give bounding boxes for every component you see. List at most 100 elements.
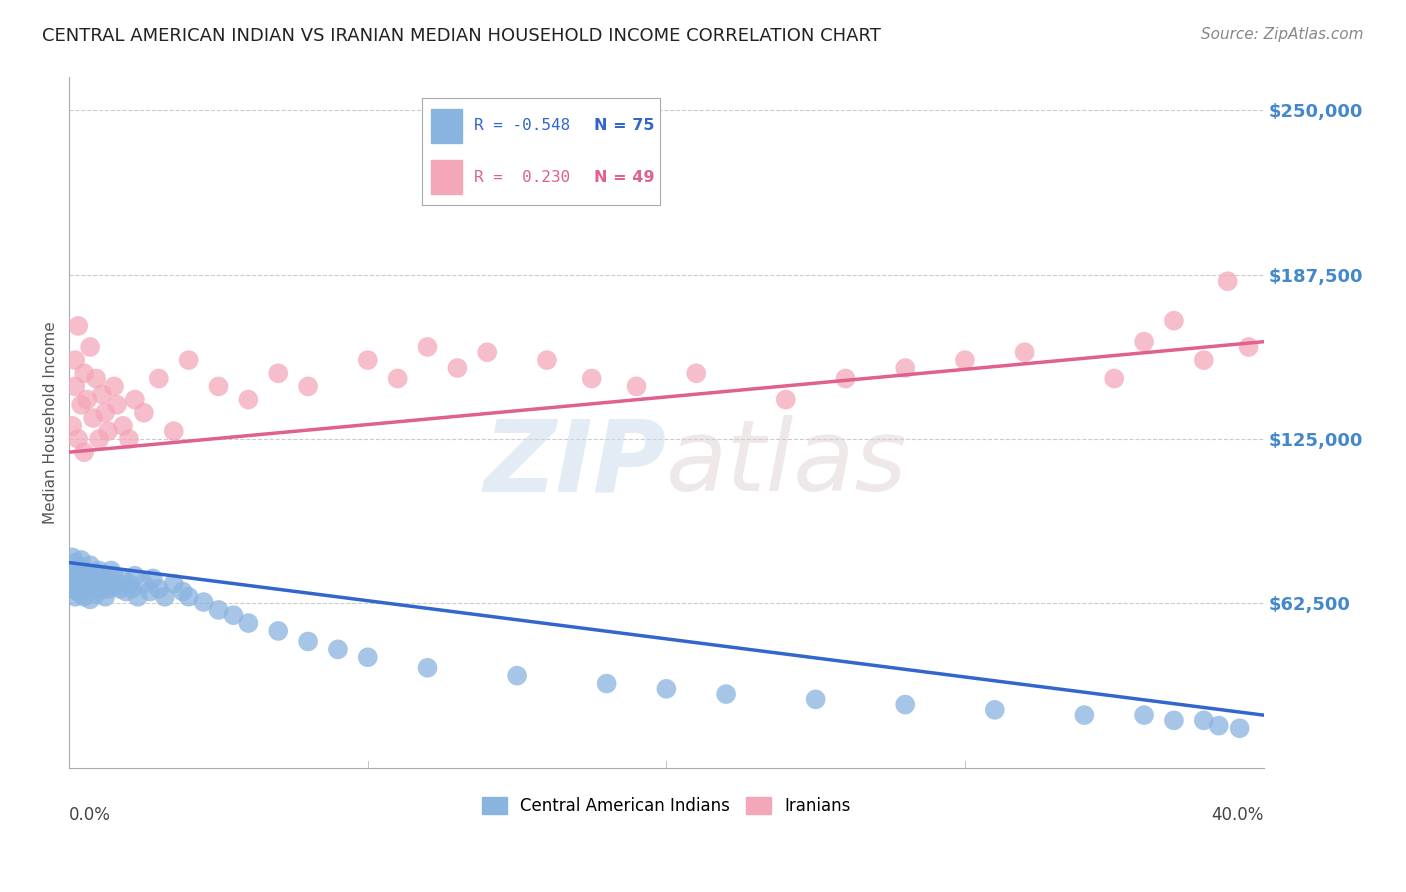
Point <box>193 595 215 609</box>
Point <box>100 564 122 578</box>
Point <box>70 553 93 567</box>
Point <box>238 392 260 407</box>
Point <box>103 379 125 393</box>
Point <box>63 564 86 578</box>
Point <box>105 576 128 591</box>
Point <box>775 392 797 407</box>
Point <box>73 574 96 588</box>
Y-axis label: Median Household Income: Median Household Income <box>44 321 58 524</box>
Point <box>1163 314 1185 328</box>
Point <box>118 432 141 446</box>
Point <box>177 353 200 368</box>
Point <box>595 676 617 690</box>
Point <box>94 406 117 420</box>
Point <box>84 371 107 385</box>
Point <box>207 379 229 393</box>
Point <box>1133 334 1156 349</box>
Point <box>97 582 120 596</box>
Point <box>387 371 409 385</box>
Point <box>655 681 678 696</box>
Point <box>1192 714 1215 728</box>
Point <box>834 371 856 385</box>
Point <box>1229 721 1251 735</box>
Point <box>111 571 134 585</box>
Text: CENTRAL AMERICAN INDIAN VS IRANIAN MEDIAN HOUSEHOLD INCOME CORRELATION CHART: CENTRAL AMERICAN INDIAN VS IRANIAN MEDIA… <box>42 27 882 45</box>
Text: ZIP: ZIP <box>484 416 666 513</box>
Point <box>63 379 86 393</box>
Point <box>1237 340 1260 354</box>
Point <box>97 571 120 585</box>
Point <box>984 703 1007 717</box>
Point <box>416 340 439 354</box>
Point <box>953 353 976 368</box>
Text: 0.0%: 0.0% <box>69 805 111 823</box>
Point <box>60 571 83 585</box>
Point <box>79 340 101 354</box>
Point <box>477 345 499 359</box>
Point <box>804 692 827 706</box>
Point <box>172 584 194 599</box>
Point <box>626 379 648 393</box>
Point <box>79 558 101 573</box>
Point <box>97 424 120 438</box>
Point <box>103 568 125 582</box>
Point <box>139 584 162 599</box>
Point <box>297 634 319 648</box>
Point <box>70 566 93 581</box>
Point <box>132 406 155 420</box>
Point <box>73 564 96 578</box>
Point <box>326 642 349 657</box>
Point <box>73 590 96 604</box>
Point <box>63 353 86 368</box>
Text: 40.0%: 40.0% <box>1211 805 1264 823</box>
Point <box>894 361 917 376</box>
Point <box>142 571 165 585</box>
Point <box>267 624 290 638</box>
Point <box>82 582 104 596</box>
Point <box>177 590 200 604</box>
Point <box>148 371 170 385</box>
Point <box>60 550 83 565</box>
Point <box>73 366 96 380</box>
Point <box>1073 708 1095 723</box>
Point <box>67 579 90 593</box>
Point <box>714 687 737 701</box>
Point <box>60 418 83 433</box>
Point <box>416 661 439 675</box>
Point <box>685 366 707 380</box>
Point <box>153 590 176 604</box>
Point <box>67 318 90 333</box>
Point <box>84 566 107 581</box>
Point <box>1102 371 1125 385</box>
Point <box>536 353 558 368</box>
Point <box>103 579 125 593</box>
Point <box>84 587 107 601</box>
Point <box>105 398 128 412</box>
Point <box>132 576 155 591</box>
Point <box>446 361 468 376</box>
Point <box>76 392 98 407</box>
Point <box>115 584 138 599</box>
Point <box>82 571 104 585</box>
Point <box>91 387 114 401</box>
Point <box>267 366 290 380</box>
Point <box>79 576 101 591</box>
Point <box>67 584 90 599</box>
Point <box>1208 718 1230 732</box>
Point <box>108 582 131 596</box>
Point <box>76 582 98 596</box>
Point <box>70 587 93 601</box>
Point <box>148 582 170 596</box>
Point <box>82 411 104 425</box>
Point <box>67 568 90 582</box>
Point <box>222 608 245 623</box>
Point <box>1192 353 1215 368</box>
Point <box>91 568 114 582</box>
Point <box>121 582 143 596</box>
Point <box>63 590 86 604</box>
Point <box>1163 714 1185 728</box>
Point <box>73 445 96 459</box>
Point <box>207 603 229 617</box>
Text: atlas: atlas <box>666 416 908 513</box>
Point <box>67 432 90 446</box>
